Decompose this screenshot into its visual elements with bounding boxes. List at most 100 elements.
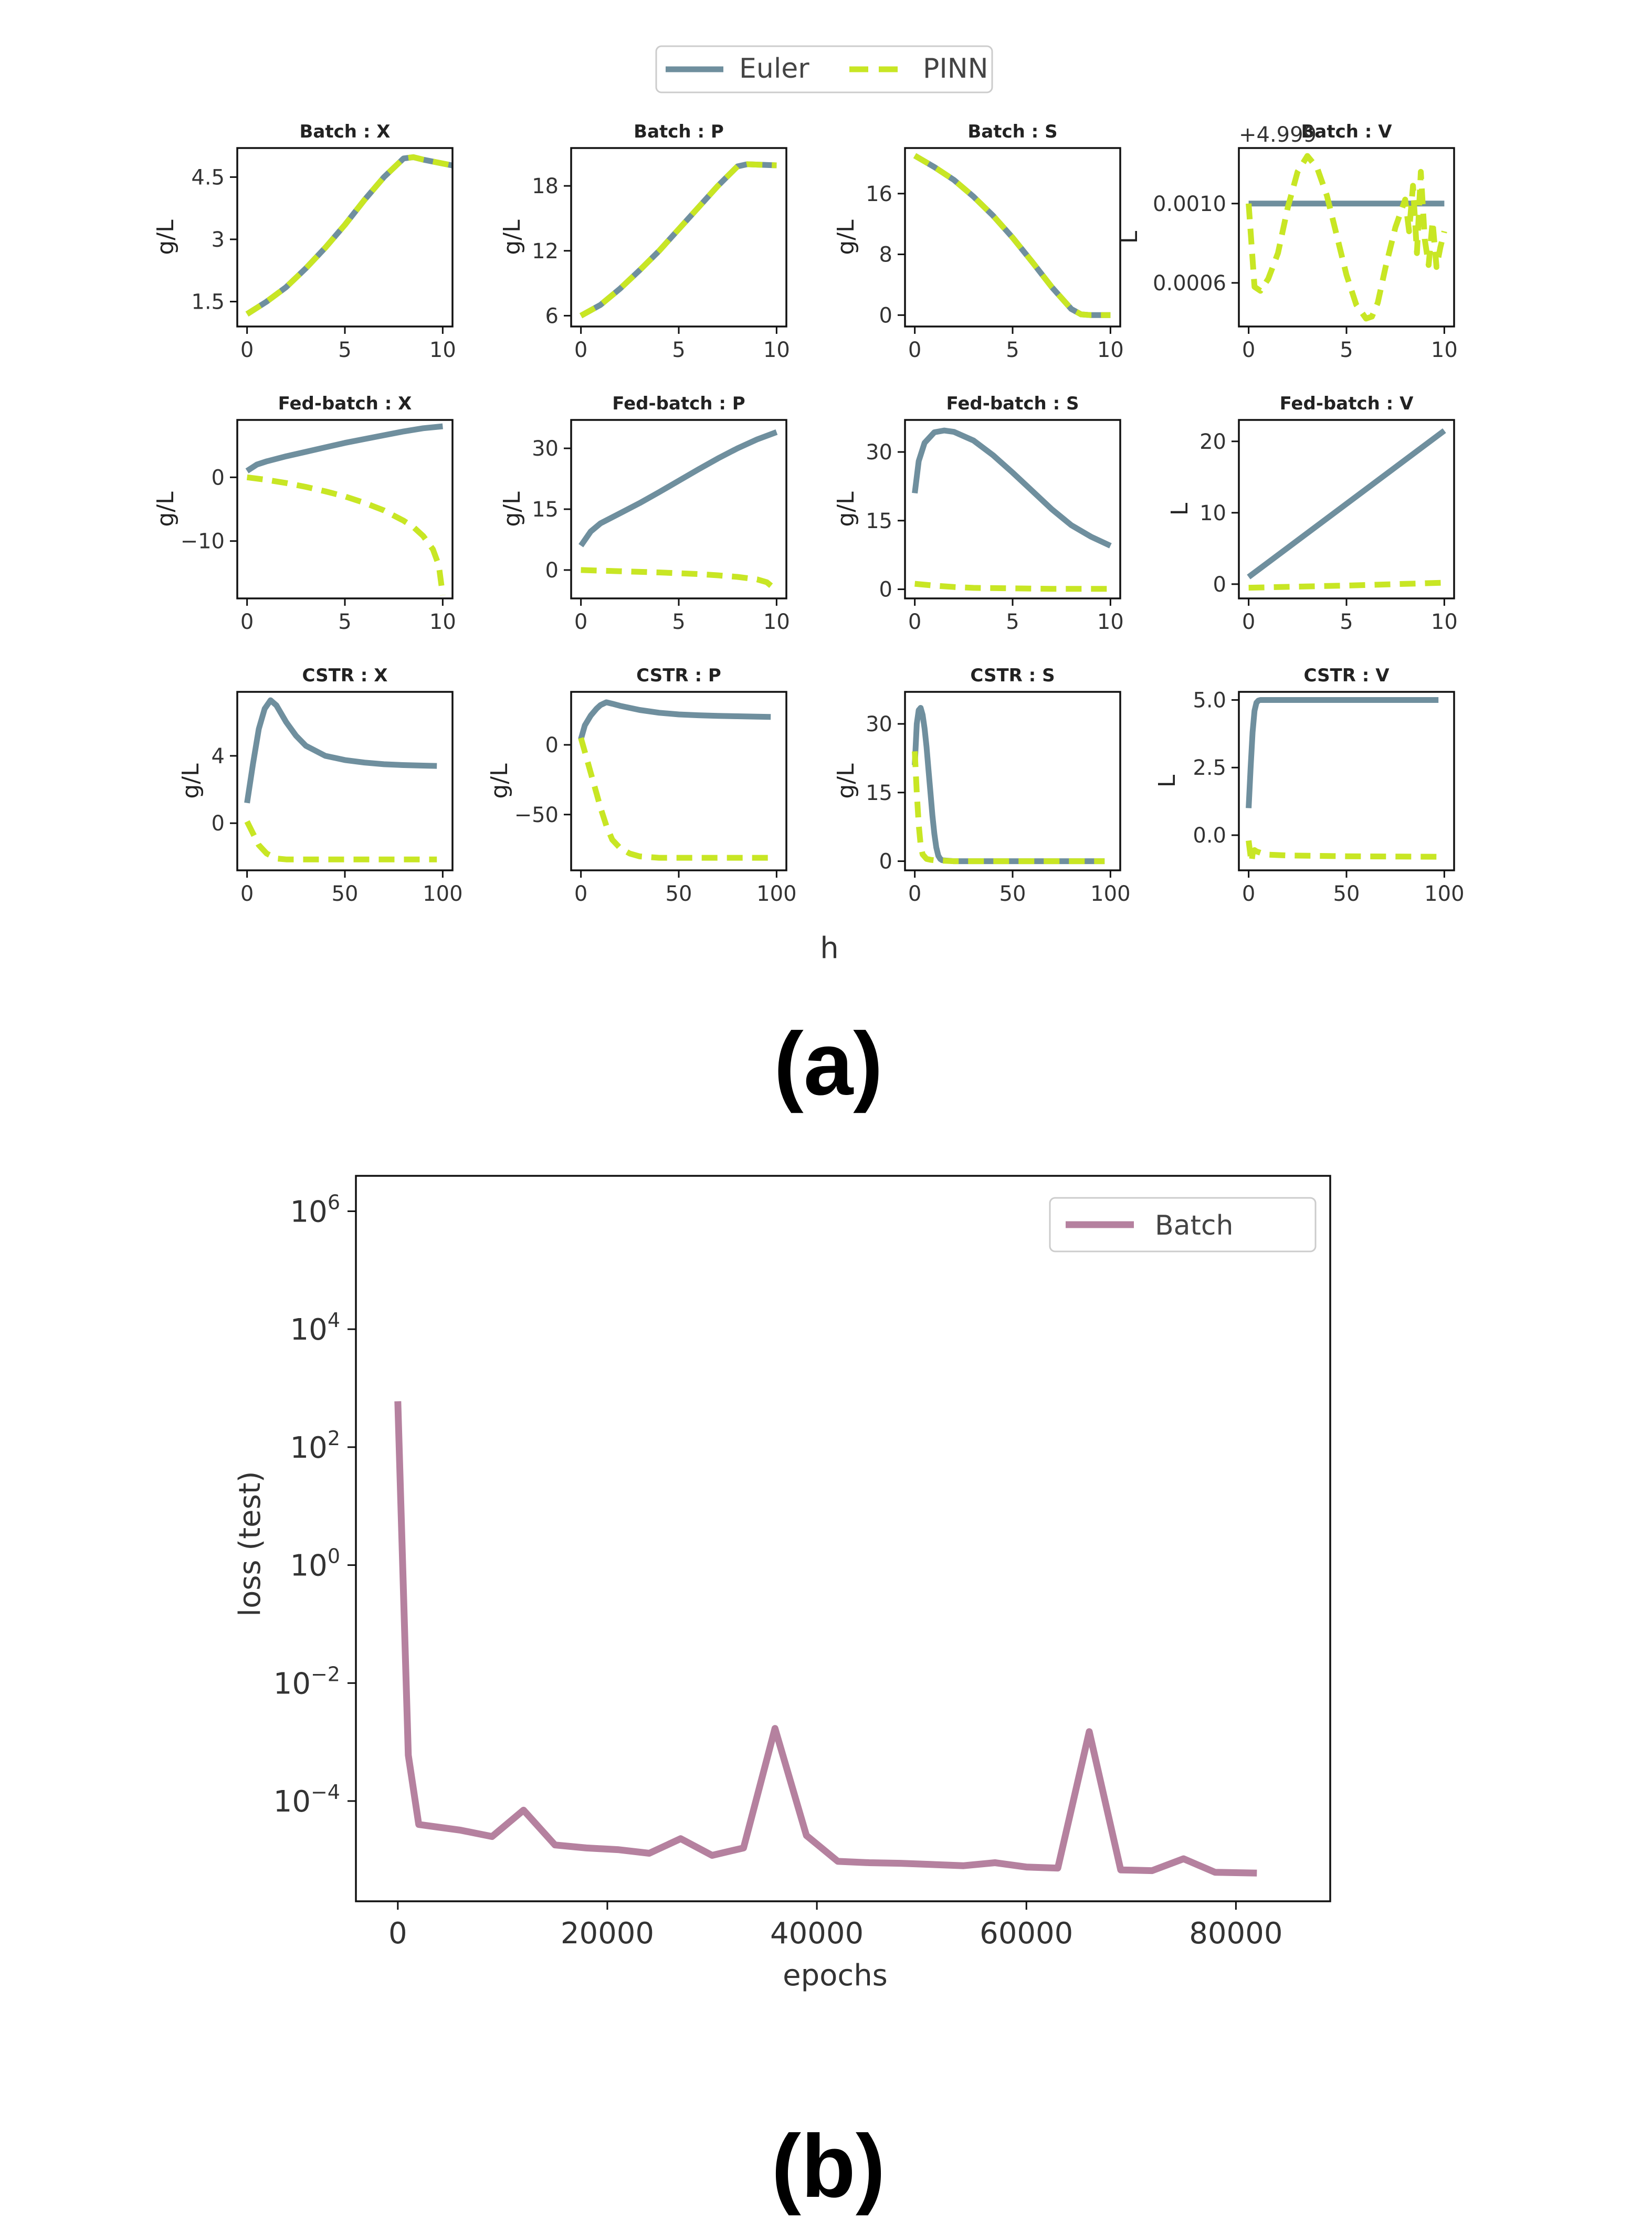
x-tick-label: 0 — [1242, 882, 1255, 906]
series-pinn-line — [581, 567, 778, 593]
y-tick-label: 0 — [545, 733, 559, 757]
y-tick-base: 10 — [290, 1431, 328, 1465]
y-tick-label: 0 — [212, 466, 225, 490]
x-tick-label: 0 — [1242, 610, 1255, 634]
subplot-frame — [570, 419, 787, 599]
x-tick-label: 10 — [429, 610, 456, 634]
y-tick-label: 2.5 — [1193, 756, 1226, 780]
y-axis-label: g/L — [177, 763, 204, 799]
panel-b-label: (b) — [771, 2117, 885, 2216]
x-tick-label: 5 — [1340, 610, 1353, 634]
y-tick-label: 0.0006 — [1153, 271, 1226, 296]
y-tick-label: 0 — [1213, 573, 1226, 597]
x-tick-label: 5 — [338, 610, 351, 634]
y-tick-label: 4 — [212, 744, 225, 768]
y-tick-exponent: −4 — [311, 1781, 340, 1804]
y-tick-label: −50 — [514, 803, 559, 827]
subplot-title: CSTR : S — [970, 665, 1055, 686]
subplot-fed-batch-x: Fed-batch : X 0 5 10 −10 0 g/L — [152, 393, 456, 634]
y-axis-label: g/L — [152, 491, 179, 527]
y-tick-label: 0 — [879, 303, 892, 328]
y-axis-label: loss (test) — [233, 1471, 267, 1616]
subplot-title: Batch : S — [967, 121, 1057, 142]
x-tick-label: 0 — [574, 610, 587, 634]
y-tick-exponent: 2 — [328, 1427, 340, 1450]
x-tick-label: 0 — [240, 610, 254, 634]
x-tick-label: 5 — [672, 338, 685, 362]
y-tick-label: 4.5 — [191, 165, 225, 189]
x-tick-label: 0 — [908, 882, 921, 906]
y-tick-base: 10 — [290, 1313, 328, 1347]
loss-chart: 0 20000 40000 60000 8000010610410210010−210−… — [233, 1175, 1331, 1993]
x-tick-label: 10 — [763, 610, 790, 634]
x-tick-label: 10 — [1431, 610, 1458, 634]
x-tick-label: 50 — [666, 882, 692, 906]
series-pinn-line — [245, 154, 453, 317]
series-pinn-line — [1246, 840, 1439, 865]
y-tick-label: 0 — [879, 850, 892, 874]
series-pinn-line — [246, 474, 446, 596]
y-tick-label: 0.0010 — [1153, 192, 1226, 216]
subplot-frame — [1238, 691, 1455, 871]
y-axis-label: g/L — [499, 219, 525, 255]
subplot-title: CSTR : V — [1303, 665, 1390, 686]
legend-b-frame — [1049, 1197, 1317, 1252]
subplot-batch-p: Batch : P 0 5 10 6 12 18 g/L — [499, 121, 790, 362]
y-axis-label: g/L — [499, 491, 525, 527]
y-tick-label: 10 — [1199, 501, 1226, 525]
series-euler-line — [1247, 428, 1446, 580]
y-tick-label: −10 — [181, 530, 225, 554]
x-tick-label: 10 — [763, 338, 790, 362]
x-tick-label: 50 — [332, 882, 359, 906]
subplot-frame — [236, 419, 454, 599]
y-tick-label: 8 — [879, 243, 892, 267]
x-tick-label: 80000 — [1189, 1917, 1282, 1951]
subplot-title: Batch : X — [300, 121, 391, 142]
y-axis-label: L — [1166, 502, 1193, 515]
subplot-cstr-p: CSTR : P 0 50 100 −50 0 g/L — [486, 665, 797, 906]
subplot-title: Fed-batch : P — [612, 393, 745, 414]
series-batch-loss-line — [394, 1401, 1257, 1877]
y-tick-base: 10 — [290, 1549, 328, 1583]
x-tick-label: 20000 — [561, 1917, 654, 1951]
x-tick-label: 100 — [1424, 882, 1464, 906]
y-tick-label: 0.0 — [1193, 824, 1226, 848]
subplot-fed-batch-v: Fed-batch : V 0 5 10 0 10 20 L — [1166, 393, 1458, 634]
legend-b-entry-batch: Batch — [1155, 1210, 1233, 1241]
y-tick-exponent: 6 — [328, 1191, 340, 1214]
subplot-fed-batch-s: Fed-batch : S 0 5 10 0 15 30 g/L — [833, 393, 1124, 634]
x-tick-label: 0 — [574, 338, 587, 362]
x-tick-label: 10 — [1431, 338, 1458, 362]
x-tick-label: 50 — [999, 882, 1026, 906]
series-pinn-line — [1246, 153, 1447, 322]
y-tick-label: 16 — [866, 182, 892, 206]
y-axis-label: g/L — [833, 219, 859, 255]
subplot-title: Batch : V — [1301, 121, 1392, 142]
legend-a-entry-pinn: PINN — [923, 53, 988, 85]
y-tick-exponent: −2 — [311, 1662, 340, 1686]
x-tick-label: 0 — [240, 338, 254, 362]
y-tick-label: 6 — [545, 304, 559, 328]
x-tick-label: 50 — [1333, 882, 1360, 906]
x-tick-label: 0 — [908, 610, 921, 634]
y-tick-label: 104 — [290, 1309, 340, 1347]
y-tick-label: 100 — [290, 1545, 340, 1583]
subplot-title: Fed-batch : V — [1280, 393, 1414, 414]
series-euler-line — [578, 699, 771, 740]
y-tick-label: 10−2 — [273, 1662, 340, 1701]
y-axis-label: L — [1116, 230, 1143, 244]
y-tick-label: 0 — [212, 812, 225, 836]
y-tick-label: 15 — [532, 498, 559, 522]
series-pinn-line — [912, 751, 1105, 865]
y-tick-label: 5.0 — [1193, 688, 1226, 712]
shared-xlabel: h — [820, 931, 839, 965]
y-tick-label: 18 — [532, 174, 559, 198]
subplot-cstr-x: CSTR : X 0 50 100 0 4 g/L — [177, 665, 463, 906]
x-tick-label: 0 — [240, 882, 254, 906]
y-tick-base: 10 — [273, 1785, 311, 1819]
y-offset-text: +4.999 — [1239, 123, 1317, 147]
series-euler-line — [912, 705, 1105, 865]
subplot-title: Batch : P — [634, 121, 724, 142]
y-tick-base: 10 — [273, 1667, 311, 1701]
